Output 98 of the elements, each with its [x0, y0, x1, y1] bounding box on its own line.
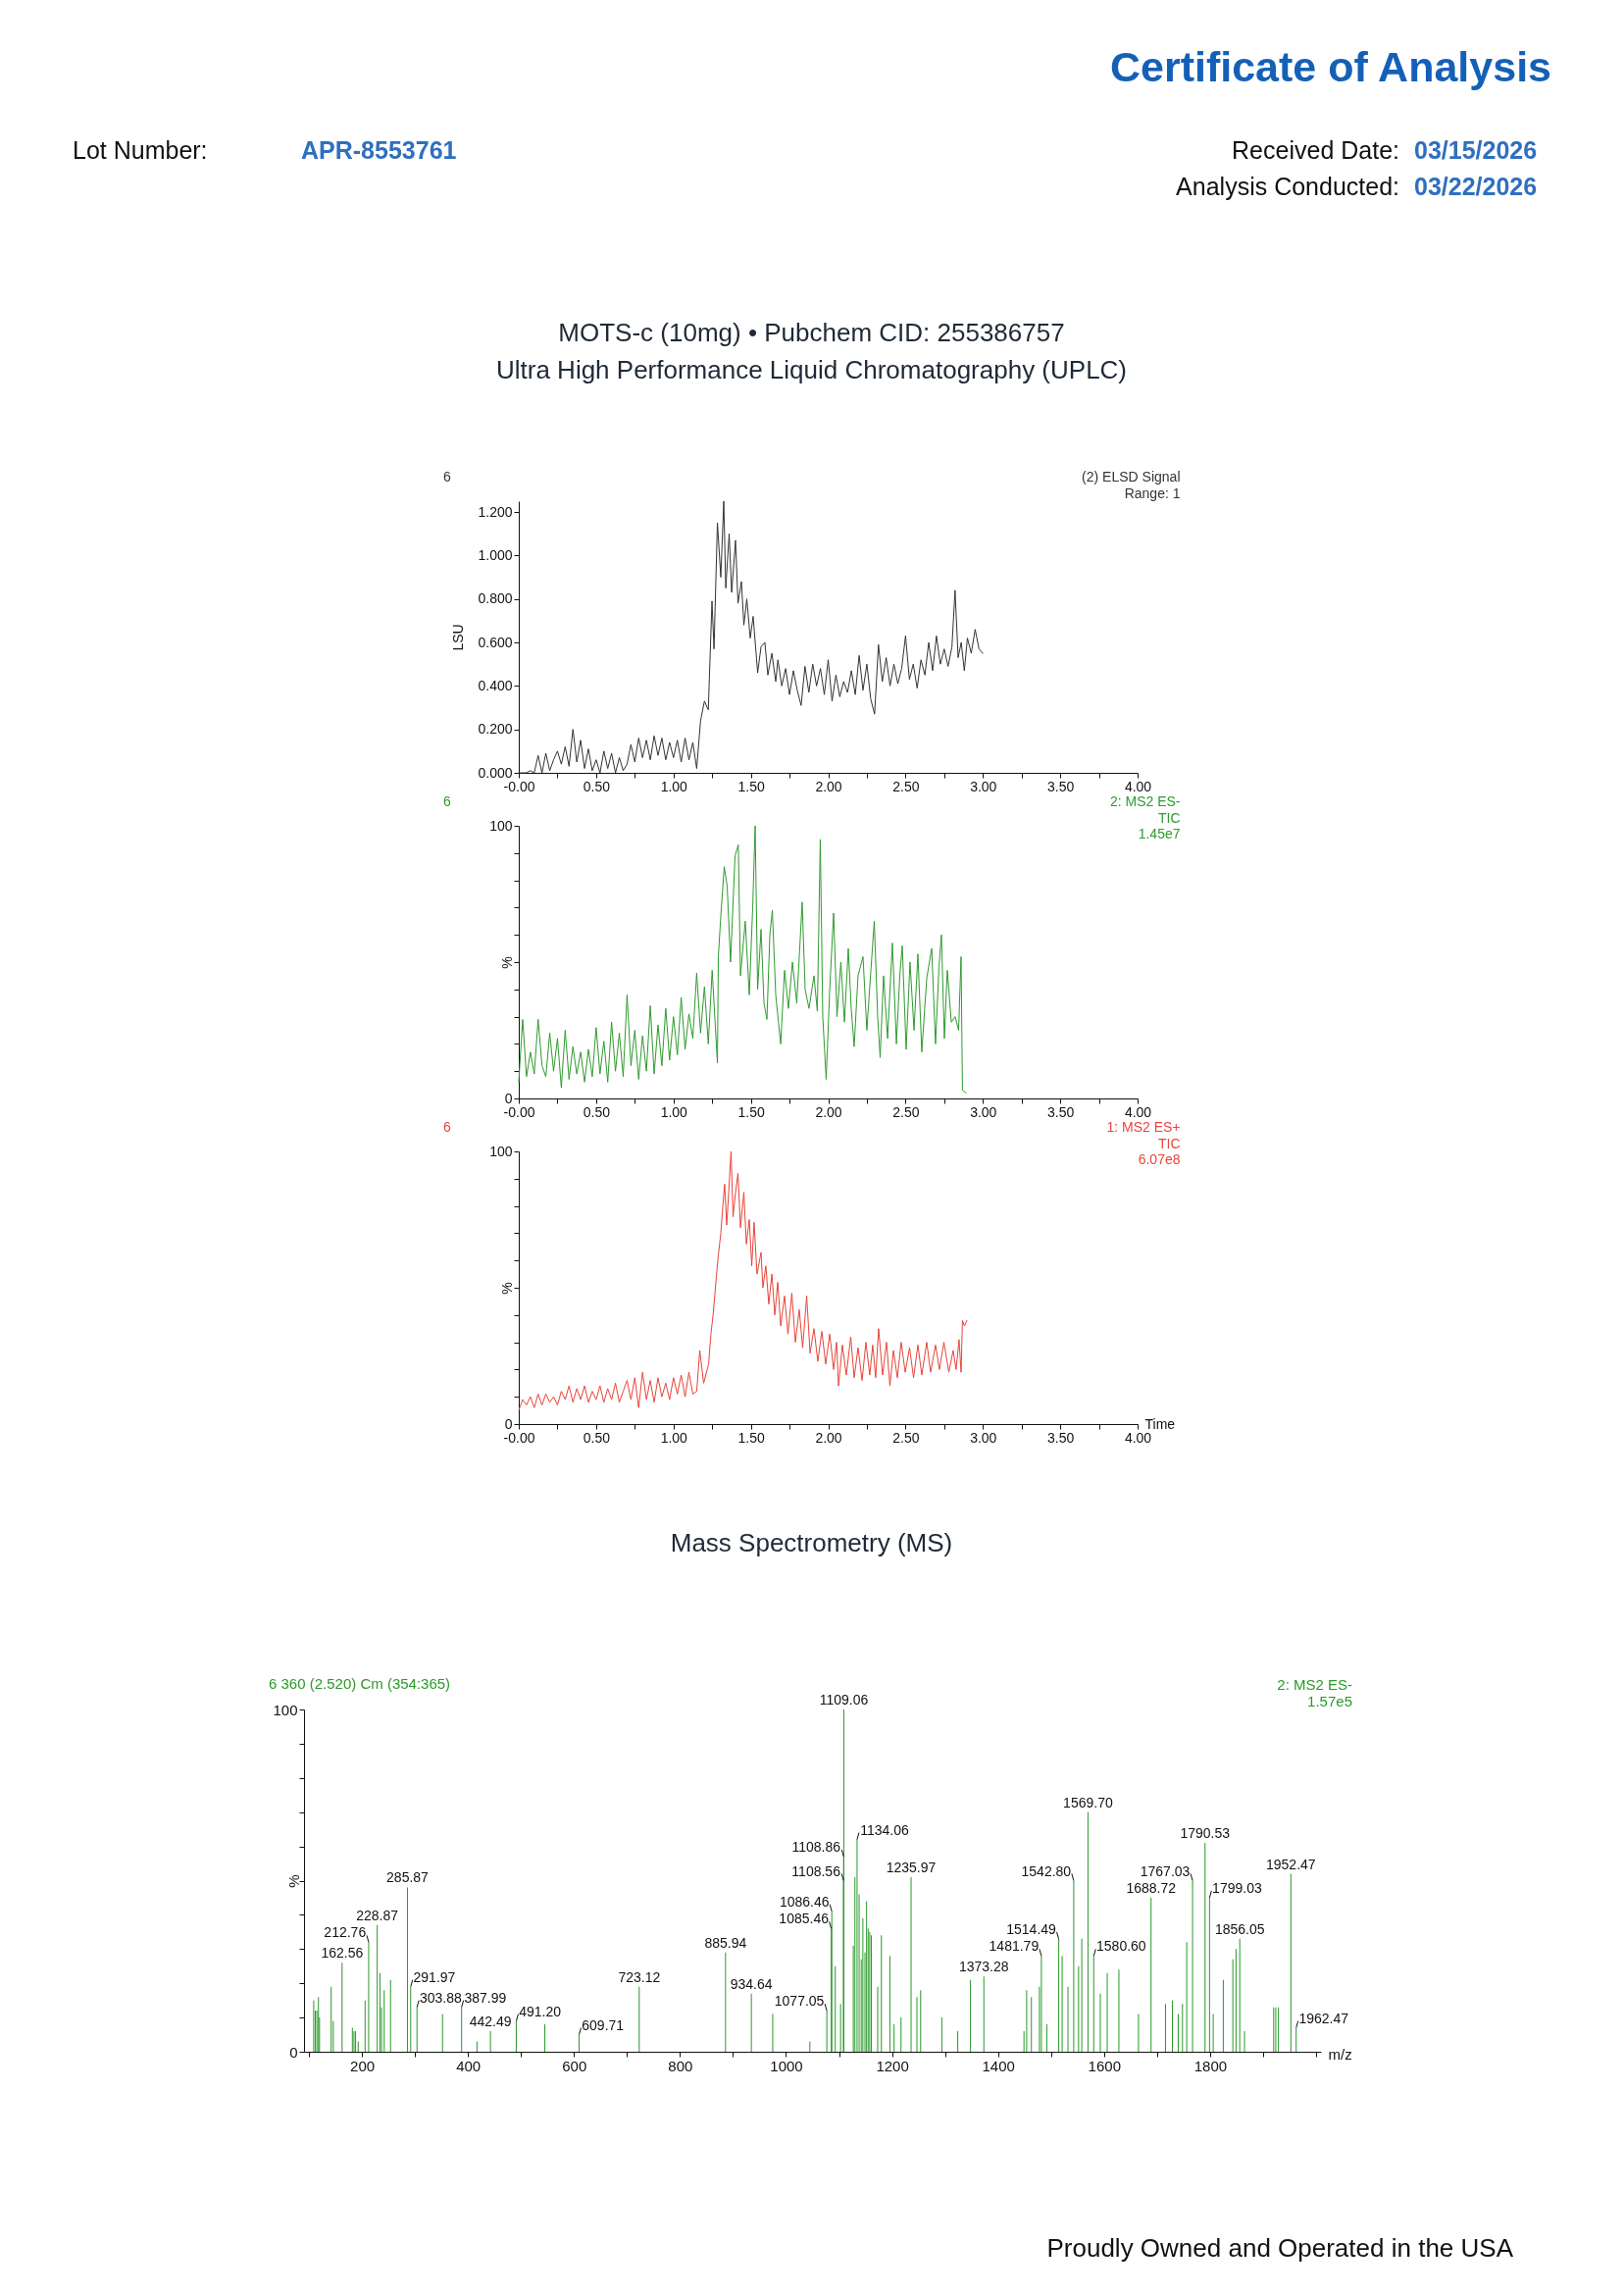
text: 1.57e5 [1307, 1693, 1352, 1709]
annotation: 442.49 [469, 2014, 512, 2030]
text: 6.07e8 [1138, 1151, 1181, 1167]
y-tick-label: 1.000 [478, 546, 513, 563]
annotation: 1790.53 [1180, 1825, 1231, 1842]
text: 03/15/2026 [1414, 136, 1538, 164]
y-tick-label: 1.200 [478, 503, 513, 520]
annotation: 1086.46 [779, 1893, 830, 1910]
annotation: 228.87 [356, 1907, 399, 1923]
x-tick-label: 2.00 [815, 1429, 842, 1446]
x-tick-label: 1400 [982, 2057, 1015, 2074]
x-tick-label: 1.00 [660, 1429, 688, 1446]
x-tick-label: 2.00 [815, 778, 842, 794]
x-tick-label: -0.00 [503, 778, 535, 794]
annotation: 291.97 [413, 1968, 456, 1985]
y-tick-label: 100 [489, 1143, 513, 1159]
annotation: 162.56 [321, 1945, 364, 1962]
annotation: 1514.49 [1006, 1920, 1057, 1937]
annotation: 1856.05 [1214, 1920, 1265, 1937]
annotation: 1108.56 [791, 1862, 841, 1879]
annotation: 1542.80 [1021, 1862, 1072, 1879]
annotation: 1569.70 [1063, 1794, 1113, 1810]
annotation: 1580.60 [1096, 1938, 1146, 1955]
annotation: 1481.79 [989, 1938, 1040, 1955]
annotation: 1134.06 [860, 1821, 909, 1838]
annotation: 1085.46 [779, 1911, 830, 1927]
annotation: 723.12 [618, 1968, 661, 1985]
x-tick-label: 3.00 [970, 778, 997, 794]
annotation: 1799.03 [1212, 1879, 1262, 1896]
y-tick-label: 0.200 [478, 721, 513, 738]
x-tick-label: 3.00 [970, 1429, 997, 1446]
annotation: 1962.47 [1298, 2010, 1349, 2026]
annotation: 285.87 [386, 1869, 430, 1886]
y-tick-label: 0 [504, 1415, 513, 1432]
annotation: 387.99 [464, 1989, 507, 2006]
x-tick-label: 1800 [1193, 2057, 1228, 2074]
y-axis-title: % [498, 1282, 515, 1295]
text: 1: MS2 ES+ [1106, 1119, 1181, 1135]
text: 2: MS2 ES- [1277, 1676, 1352, 1693]
x-tick-label: 4.00 [1124, 1429, 1152, 1446]
text: 03/22/2026 [1414, 173, 1538, 200]
y-tick-label: 0.000 [478, 764, 513, 781]
text: MOTS-c (10mg) • Pubchem CID: 255386757 [558, 318, 1065, 347]
x-tick-label: 1600 [1088, 2057, 1121, 2074]
annotation: 1767.03 [1140, 1862, 1191, 1879]
x-tick-label: 1.00 [660, 778, 688, 794]
annotation: 1688.72 [1126, 1879, 1177, 1896]
x-tick-label: 800 [668, 2057, 693, 2074]
x-tick-label: 1.50 [737, 1429, 765, 1446]
text: (2) ELSD Signal [1082, 469, 1181, 484]
text: TIC [1157, 1135, 1181, 1151]
x-tick-label: 1.50 [737, 778, 765, 794]
y-tick-label: 0.600 [478, 634, 513, 650]
x-tick-label: 1000 [770, 2057, 803, 2074]
annotation: 1108.86 [791, 1839, 841, 1856]
annotation: 212.76 [324, 1924, 367, 1941]
x-axis-title: Time [1144, 1415, 1176, 1432]
y-tick-label: 0 [289, 2043, 298, 2061]
annotation: 1373.28 [958, 1959, 1009, 1975]
x-tick-label: 2.50 [892, 778, 920, 794]
x-tick-label: 3.50 [1047, 778, 1075, 794]
x-tick-label: 200 [350, 2057, 376, 2074]
y-axis-title: % [284, 1874, 302, 1888]
annotation: 1235.97 [886, 1860, 937, 1876]
x-tick-label: -0.00 [503, 1429, 535, 1446]
annotation: 491.20 [519, 2003, 562, 2019]
annotation: 885.94 [704, 1934, 747, 1951]
x-tick-label: 4.00 [1124, 778, 1152, 794]
annotation: 303.88 [419, 1989, 462, 2006]
text: Analysis Conducted: [1176, 173, 1399, 200]
annotation: 1109.06 [819, 1692, 869, 1708]
x-tick-label: 3.50 [1047, 1429, 1075, 1446]
x-tick-label: 0.50 [583, 1429, 611, 1446]
annotation: 934.64 [730, 1975, 773, 1992]
text: 6 [443, 469, 451, 484]
x-axis-title: m/z [1328, 2045, 1352, 2063]
text: 6 [443, 1119, 451, 1135]
text: Proudly Owned and Operated in the USA [1046, 2233, 1514, 2263]
text: APR-8553761 [301, 136, 457, 164]
y-axis-title: LSU [449, 624, 466, 651]
text: 6 360 (2.520) Cm (354:365) [269, 1675, 451, 1692]
x-tick-label: 1200 [876, 2057, 909, 2074]
x-tick-label: 400 [456, 2057, 482, 2074]
x-tick-label: 0.50 [583, 778, 611, 794]
y-tick-label: 0.800 [478, 590, 513, 607]
annotation: 609.71 [582, 2016, 625, 2033]
text: Ultra High Performance Liquid Chromatography (UPLC) [495, 355, 1128, 384]
text: Lot Number: [73, 136, 208, 164]
text: Mass Spectrometry (MS) [670, 1527, 953, 1557]
y-tick-label: 100 [273, 1701, 298, 1718]
text: Range: 1 [1124, 484, 1181, 501]
annotation: 1952.47 [1266, 1856, 1316, 1872]
annotation: 1077.05 [774, 1993, 825, 2010]
text: Certificate of Analysis [1109, 43, 1551, 90]
x-tick-label: 2.50 [892, 1429, 920, 1446]
x-tick-label: 600 [562, 2057, 587, 2074]
text: Received Date: [1232, 136, 1399, 164]
y-tick-label: 0.400 [478, 677, 513, 693]
